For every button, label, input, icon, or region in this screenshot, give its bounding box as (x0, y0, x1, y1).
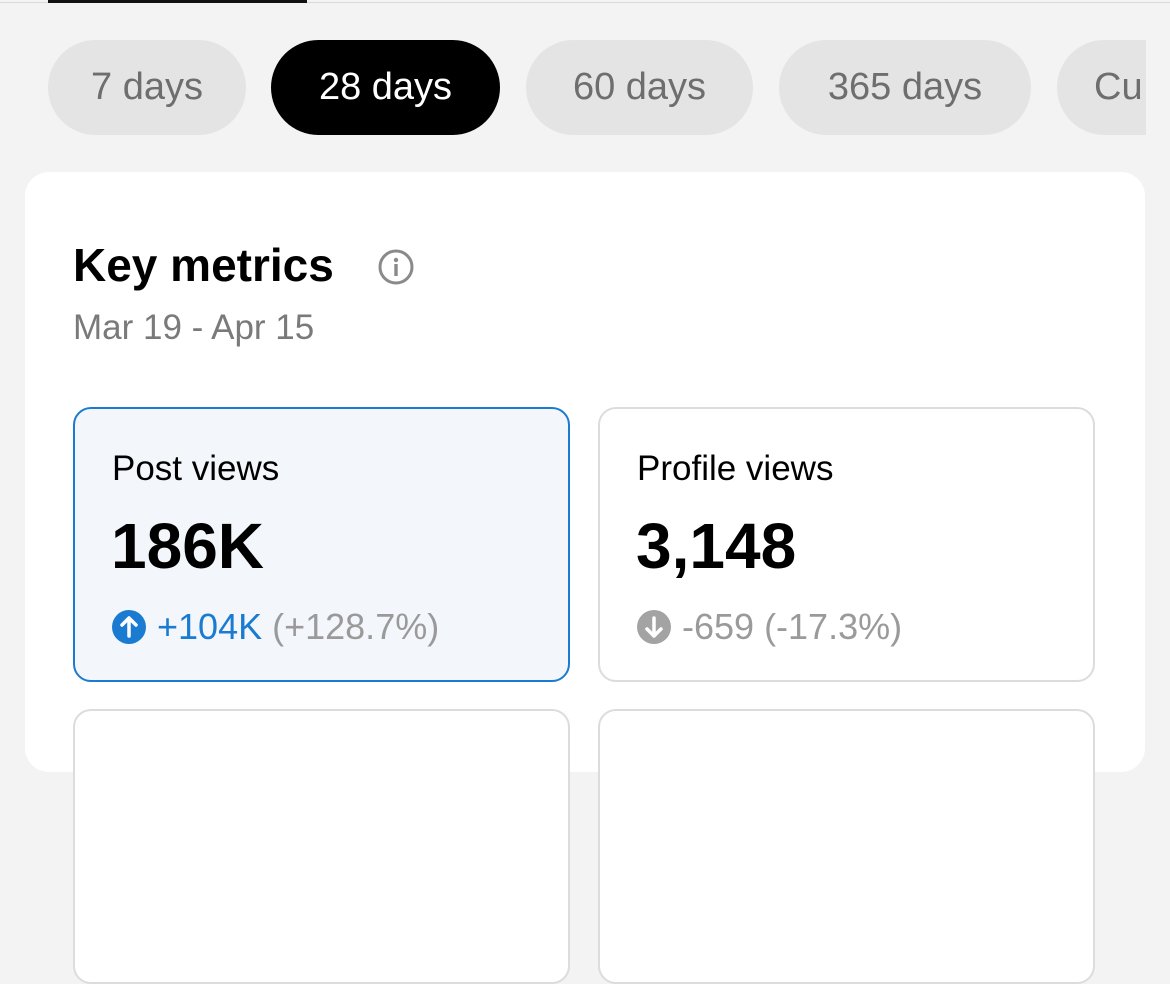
metric-value: 186K (111, 510, 264, 582)
range-tabs: 7 days 28 days 60 days 365 days Cu (0, 0, 1146, 160)
metric-label: Profile views (637, 449, 834, 488)
metric-card[interactable] (73, 709, 570, 984)
change-percent: (-17.3%) (764, 606, 903, 647)
range-tab[interactable]: 365 days (779, 40, 1031, 135)
change-percent: (+128.7%) (272, 606, 440, 647)
info-icon[interactable] (377, 248, 415, 286)
metric-card[interactable]: Post views 186K +104K (+128.7%) (73, 407, 570, 682)
range-tab[interactable]: 7 days (48, 40, 246, 135)
range-tab[interactable]: Cu (1057, 40, 1146, 135)
down-icon (637, 610, 671, 644)
range-tab-active[interactable]: 28 days (271, 40, 500, 135)
range-tab[interactable]: 60 days (526, 40, 753, 135)
date-range: Mar 19 - Apr 15 (73, 308, 315, 347)
metric-card[interactable] (598, 709, 1095, 984)
info-bar (394, 264, 398, 276)
tab-divider (0, 2, 1170, 3)
info-dot (393, 257, 399, 263)
up-icon (112, 610, 146, 644)
tab-indicator (48, 0, 307, 3)
metric-card[interactable]: Profile views 3,148 -659 (-17.3%) (598, 407, 1095, 682)
change-value: +104K (157, 606, 263, 647)
metric-change: -659 (-17.3%) (636, 606, 902, 648)
metric-change: +104K (+128.7%) (111, 606, 439, 648)
section-title: Key metrics (73, 239, 334, 291)
info-circle (378, 249, 414, 285)
metric-value: 3,148 (636, 510, 797, 582)
change-value: -659 (682, 606, 755, 647)
metric-label: Post views (112, 449, 280, 488)
